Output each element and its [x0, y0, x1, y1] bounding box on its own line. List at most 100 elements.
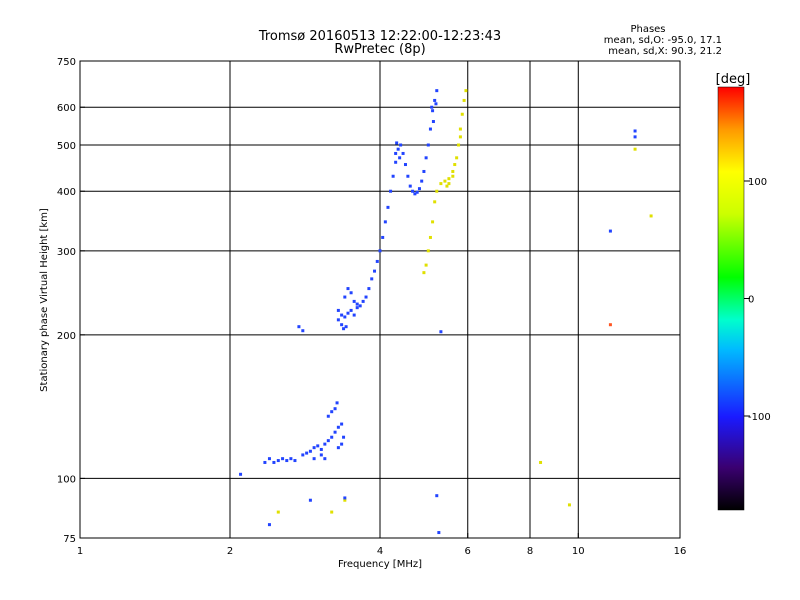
data-point — [386, 205, 390, 209]
x-tick-label: 1 — [77, 546, 83, 557]
data-point — [433, 98, 437, 102]
data-point — [344, 325, 348, 329]
data-point — [272, 460, 276, 464]
data-point — [428, 127, 432, 131]
y-axis-label: Stationary phase Virtual Height [km] — [39, 208, 50, 392]
y-tick-label: 75 — [63, 534, 76, 545]
data-point — [422, 169, 426, 173]
data-point — [458, 127, 462, 131]
colorbar-tick-label: 0 — [748, 295, 754, 306]
data-point — [539, 460, 543, 464]
data-point — [336, 318, 340, 322]
data-point — [447, 177, 451, 181]
data-point — [394, 160, 398, 164]
data-point — [431, 120, 435, 124]
data-point — [426, 143, 430, 147]
colorbar-ticks: 100 0 -100 — [744, 177, 771, 423]
data-point — [297, 325, 301, 329]
data-point — [281, 457, 285, 461]
data-point — [342, 435, 346, 439]
y-tick-label: 750 — [57, 57, 76, 68]
data-point — [403, 163, 407, 167]
data-point — [435, 89, 439, 93]
data-point — [443, 179, 447, 183]
x-tick-label: 10 — [572, 546, 585, 557]
y-tick-label: 500 — [57, 141, 76, 152]
data-point — [312, 446, 316, 450]
data-point — [364, 295, 368, 299]
data-point — [378, 249, 382, 253]
data-point — [346, 287, 350, 291]
data-point — [455, 156, 459, 160]
colorbar-tick-label: -100 — [748, 412, 771, 423]
data-point — [330, 435, 334, 439]
data-point — [457, 143, 461, 147]
data-point — [439, 182, 443, 186]
data-point — [343, 295, 347, 299]
data-point — [330, 410, 334, 414]
data-point — [349, 308, 353, 312]
phase-info-line-x: mean, sd,X: 90.3, 21.2 — [608, 46, 722, 57]
data-point — [358, 304, 362, 308]
data-point — [301, 329, 305, 333]
data-point — [435, 189, 439, 193]
data-point — [301, 453, 305, 457]
data-point — [424, 156, 428, 160]
data-point — [401, 151, 405, 155]
data-point — [373, 269, 377, 273]
data-point — [408, 184, 412, 188]
data-point — [340, 313, 344, 317]
data-point — [406, 174, 410, 178]
data-point — [633, 135, 637, 139]
data-point — [349, 291, 353, 295]
data-point — [396, 147, 400, 151]
chart-title: Tromsø 20160513 12:22:00-12:23:43 — [258, 29, 501, 44]
data-point — [336, 425, 340, 429]
y-tick-label: 300 — [57, 247, 76, 258]
data-point — [370, 277, 374, 281]
data-point — [608, 229, 612, 233]
x-tick-labels: 1 2 4 6 8 10 16 — [77, 546, 687, 557]
data-point — [391, 174, 395, 178]
data-points-layer — [239, 89, 653, 535]
x-axis-label: Frequency [MHz] — [338, 559, 422, 570]
data-point — [633, 147, 637, 151]
y-tick-label: 200 — [57, 331, 76, 342]
colorbar-label: [deg] — [716, 72, 751, 87]
x-tick-label: 6 — [465, 546, 471, 557]
data-point — [422, 271, 426, 275]
data-point — [431, 220, 435, 224]
data-point — [430, 105, 434, 109]
data-point — [336, 308, 340, 312]
data-point — [352, 299, 356, 303]
data-point — [308, 449, 312, 453]
data-point — [415, 190, 419, 194]
y-tick-label: 600 — [57, 103, 76, 114]
data-point — [399, 143, 403, 147]
data-point — [340, 422, 344, 426]
data-point — [323, 457, 327, 461]
data-point — [326, 439, 330, 443]
data-point — [445, 184, 449, 188]
data-point — [342, 327, 346, 331]
data-point — [424, 263, 428, 267]
data-point — [267, 523, 271, 527]
data-point — [355, 306, 359, 310]
data-point — [437, 531, 441, 535]
data-point — [464, 89, 468, 93]
data-point — [340, 323, 344, 327]
data-point — [451, 169, 455, 173]
data-point — [333, 407, 337, 411]
colorbar — [717, 86, 745, 511]
data-point — [239, 472, 243, 476]
data-point — [381, 235, 385, 239]
x-tick-label: 2 — [227, 546, 233, 557]
data-point — [343, 315, 347, 319]
data-point — [361, 299, 365, 303]
data-point — [276, 459, 280, 463]
data-point — [458, 135, 462, 139]
chart-subtitle: RwPretec (8p) — [334, 42, 425, 57]
data-point — [411, 189, 415, 193]
data-point — [413, 192, 417, 196]
